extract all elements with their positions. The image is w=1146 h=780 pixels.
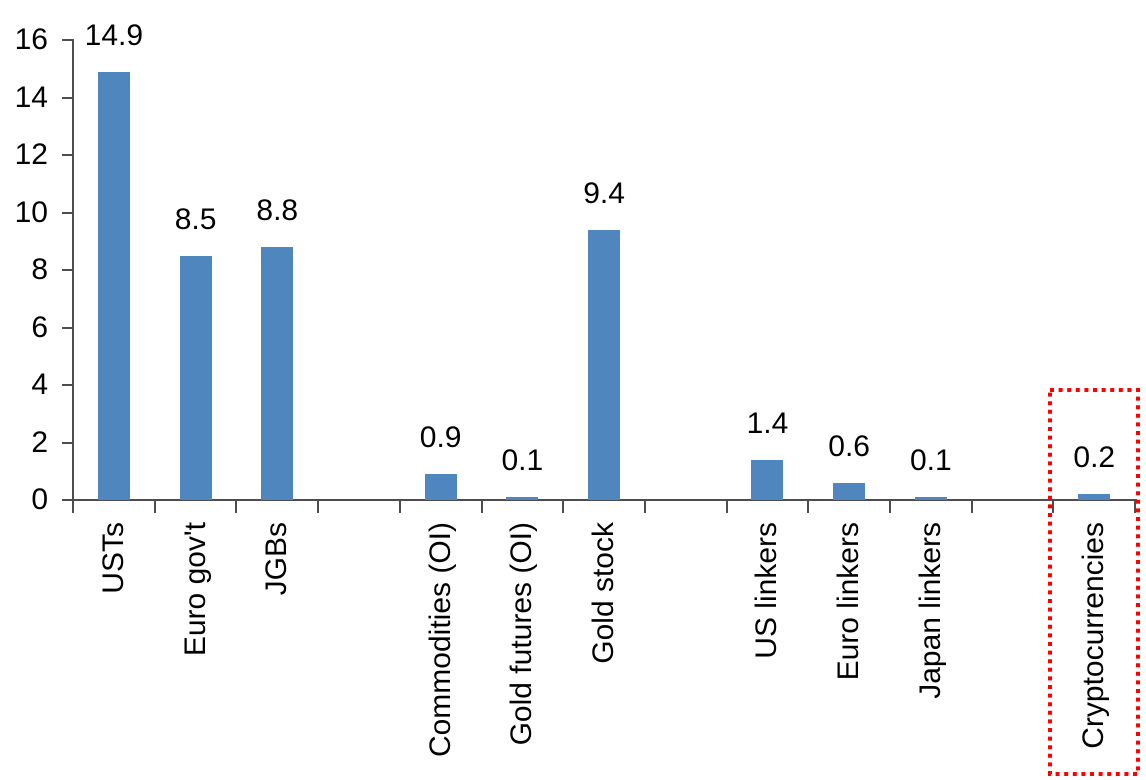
value-label-usts: 14.9 bbox=[84, 18, 144, 52]
y-tick-0 bbox=[62, 499, 73, 501]
y-tick-10 bbox=[62, 211, 73, 214]
value-label-euro-linkers: 0.6 bbox=[828, 429, 870, 463]
category-label-japan-linkers: Japan linkers bbox=[913, 522, 947, 699]
x-tick-10 bbox=[889, 500, 891, 513]
bar-japan-linkers bbox=[914, 497, 947, 500]
x-tick-0 bbox=[72, 500, 74, 513]
highlight-box-border bbox=[1048, 388, 1141, 776]
x-axis-line bbox=[71, 499, 1137, 501]
y-tick-6 bbox=[62, 326, 73, 329]
y-tick-label-12: 12 bbox=[14, 138, 48, 171]
y-tick-8 bbox=[62, 269, 73, 271]
y-tick-label-0: 0 bbox=[31, 483, 48, 516]
value-label-japan-linkers: 0.1 bbox=[909, 444, 952, 478]
x-tick-13 bbox=[1134, 500, 1137, 513]
highlight-box bbox=[1048, 388, 1141, 776]
value-label-euro-gov-t: 8.5 bbox=[174, 202, 217, 236]
category-label-gold-futures-oi: Gold futures (OI) bbox=[505, 522, 539, 746]
category-label-usts: USTs bbox=[96, 522, 130, 594]
value-label-gold-stock: 9.4 bbox=[583, 176, 625, 210]
y-tick-label-16: 16 bbox=[14, 23, 48, 56]
category-label-commodities-oi: Commodities (OI) bbox=[423, 522, 457, 758]
x-tick-11 bbox=[970, 500, 973, 513]
x-tick-2 bbox=[235, 500, 238, 513]
category-label-gold-stock: Gold stock bbox=[587, 522, 621, 664]
y-tick-label-4: 4 bbox=[31, 368, 48, 401]
y-tick-label-6: 6 bbox=[31, 310, 48, 344]
y-tick-14 bbox=[62, 96, 73, 99]
category-label-jgbs: JGBs bbox=[260, 522, 294, 596]
bar-commodities-oi bbox=[424, 474, 457, 500]
y-tick-16 bbox=[62, 39, 73, 41]
y-tick-12 bbox=[62, 154, 73, 156]
y-tick-label-10: 10 bbox=[14, 195, 48, 229]
x-tick-8 bbox=[725, 500, 728, 513]
category-label-euro-linkers: Euro linkers bbox=[832, 522, 866, 681]
bar-cryptocurrencies bbox=[1078, 494, 1111, 500]
x-tick-3 bbox=[317, 500, 320, 513]
bar-gold-futures-oi bbox=[506, 497, 539, 500]
x-tick-6 bbox=[562, 500, 565, 513]
value-label-cryptocurrencies: 0.2 bbox=[1073, 441, 1116, 475]
x-tick-5 bbox=[480, 500, 483, 513]
bar-euro-gov-t bbox=[179, 255, 212, 500]
x-tick-7 bbox=[643, 500, 646, 513]
x-tick-9 bbox=[807, 500, 810, 513]
category-label-us-linkers: US linkers bbox=[750, 522, 784, 659]
y-tick-4 bbox=[62, 384, 73, 386]
bar-gold-stock bbox=[588, 229, 621, 500]
bar-us-linkers bbox=[751, 459, 784, 500]
value-label-jgbs: 8.8 bbox=[256, 194, 299, 227]
bar-usts bbox=[97, 71, 130, 500]
y-tick-2 bbox=[62, 441, 73, 444]
bar-jgbs bbox=[261, 247, 294, 500]
y-axis-line bbox=[71, 39, 74, 513]
y-tick-label-14: 14 bbox=[14, 80, 48, 114]
x-tick-12 bbox=[1052, 500, 1055, 513]
value-label-gold-futures-oi: 0.1 bbox=[501, 444, 544, 478]
y-tick-label-2: 2 bbox=[31, 425, 48, 459]
value-label-commodities-oi: 0.9 bbox=[419, 421, 462, 455]
x-tick-1 bbox=[153, 500, 156, 513]
bar-euro-linkers bbox=[833, 482, 866, 500]
value-label-us-linkers: 1.4 bbox=[746, 406, 789, 440]
y-tick-label-8: 8 bbox=[31, 253, 48, 286]
x-tick-4 bbox=[398, 500, 401, 513]
category-label-euro-gov-t: Euro gov't bbox=[178, 522, 212, 657]
